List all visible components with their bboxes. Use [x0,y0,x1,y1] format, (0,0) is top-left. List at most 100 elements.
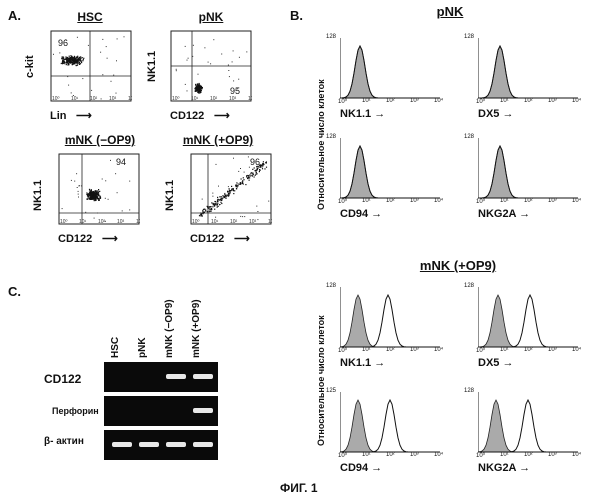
y-max-label: 128 [464,388,474,394]
lane-label: mNK (+OP9) [191,299,202,358]
y-axis-label: NK1.1 [164,180,176,211]
svg-text:10³: 10³ [229,96,237,102]
gel-band [139,442,159,447]
svg-text:10²: 10² [98,219,106,225]
x-tick: 10² [524,452,533,458]
x-tick: 10² [386,198,395,204]
gene-label-cd122: CD122 [44,372,81,386]
lane-label: HSC [110,337,121,358]
filled-histogram [478,146,578,198]
x-axis-arrow: ⟶ [76,109,92,122]
x-tick: 10³ [410,198,419,204]
x-tick: 10² [386,347,395,353]
histogram-2: 12810⁰10¹10²10³10⁴DX5 → [478,38,588,113]
filled-histogram [478,400,578,452]
x-tick: 10³ [410,347,419,353]
x-tick: 10⁴ [434,98,443,104]
svg-text:10²: 10² [90,96,98,102]
lane-label: pNK [137,337,148,358]
x-tick: 10⁰ [338,452,347,459]
y-axis-label-group1: Относительное число клеток [316,79,326,210]
x-tick: 10³ [548,98,557,104]
gel-row [104,396,218,426]
svg-text:10³: 10³ [249,219,257,225]
x-axis-arrow: ⟶ [102,232,118,245]
gel-band [193,408,213,413]
gel-band [112,442,132,447]
x-axis-label: NK1.1 → [340,108,385,120]
x-axis-label: NK1.1 → [340,357,385,369]
svg-text:10⁴: 10⁴ [268,219,272,225]
x-axis-label: CD94 → [340,208,382,220]
x-tick: 10⁰ [476,98,485,105]
x-axis-label: CD94 → [340,462,382,474]
plot-title: mNK (+OP9) [172,133,264,147]
svg-text:10⁴: 10⁴ [128,96,132,102]
x-tick: 10² [386,452,395,458]
y-axis-label-group2: Относительное число клеток [316,315,326,446]
svg-text:10²: 10² [230,219,238,225]
svg-text:10³: 10³ [117,219,125,225]
x-axis-label: DX5 → [478,108,513,120]
x-tick: 10⁴ [572,452,581,458]
histogram-5: 12810⁰10¹10²10³10⁴NK1.1 → [340,287,450,362]
x-tick: 10⁴ [434,452,443,458]
dot-plot: 10⁰10¹10²10³10⁴ [58,153,140,225]
histogram-7: 12510⁰10¹10²10³10⁴CD94 → [340,392,450,467]
svg-text:10⁰: 10⁰ [60,219,68,225]
svg-text:10¹: 10¹ [79,219,87,225]
panel-a-plot-pnk: pNK 10⁰10¹10²10³10⁴ NK1.1 CD122 ⟶ 95 [170,30,252,107]
gel-band [166,442,186,447]
gel-row [104,362,218,392]
gel-band [166,374,186,379]
gel-row [104,430,218,460]
histogram-6: 12810⁰10¹10²10³10⁴DX5 → [478,287,588,362]
x-tick: 10² [524,198,533,204]
group-title-pnk: pNK [420,4,480,19]
histogram-1: 12810⁰10¹10²10³10⁴NK1.1 → [340,38,450,113]
x-tick: 10⁴ [434,347,443,353]
x-tick: 10⁰ [338,98,347,105]
filled-histogram [340,146,440,198]
x-tick: 10⁰ [476,198,485,205]
svg-text:10¹: 10¹ [71,96,79,102]
x-tick: 10¹ [362,452,371,458]
svg-text:10²: 10² [210,96,218,102]
x-tick: 10³ [548,347,557,353]
x-tick: 10⁴ [572,98,581,104]
x-tick: 10¹ [500,452,509,458]
x-tick: 10¹ [362,347,371,353]
x-tick: 10³ [410,452,419,458]
y-max-label: 128 [464,283,474,289]
panel-a-plot-hsc: HSC 10⁰10¹10²10³10⁴ c-kit Lin ⟶ 96 [50,30,132,107]
x-tick: 10⁰ [476,347,485,354]
filled-histogram [340,295,440,347]
x-tick: 10² [386,98,395,104]
x-tick: 10¹ [362,198,371,204]
panel-b-label: B. [290,8,303,23]
x-tick: 10¹ [500,98,509,104]
gel-panel [104,362,218,460]
y-axis-label: NK1.1 [146,51,158,82]
y-axis-label: NK1.1 [32,180,44,211]
x-tick: 10¹ [500,198,509,204]
filled-histogram [478,295,578,347]
y-max-label: 128 [326,134,336,140]
y-max-label: 128 [464,34,474,40]
filled-histogram [478,46,578,98]
y-max-label: 128 [326,34,336,40]
x-tick: 10¹ [362,98,371,104]
x-tick: 10³ [548,198,557,204]
x-tick: 10² [524,98,533,104]
pct-label: 96 [58,38,68,48]
x-axis-label: CD122 [190,233,224,245]
svg-text:10¹: 10¹ [191,96,199,102]
histogram-4: 12810⁰10¹10²10³10⁴NKG2A → [478,138,588,213]
svg-text:10⁰: 10⁰ [172,96,180,102]
x-tick: 10⁰ [338,347,347,354]
x-axis-arrow: ⟶ [234,232,250,245]
svg-text:10⁰: 10⁰ [192,219,200,225]
svg-text:10³: 10³ [109,96,117,102]
group-title-mnk: mNK (+OP9) [408,258,508,273]
x-tick: 10⁴ [572,198,581,204]
